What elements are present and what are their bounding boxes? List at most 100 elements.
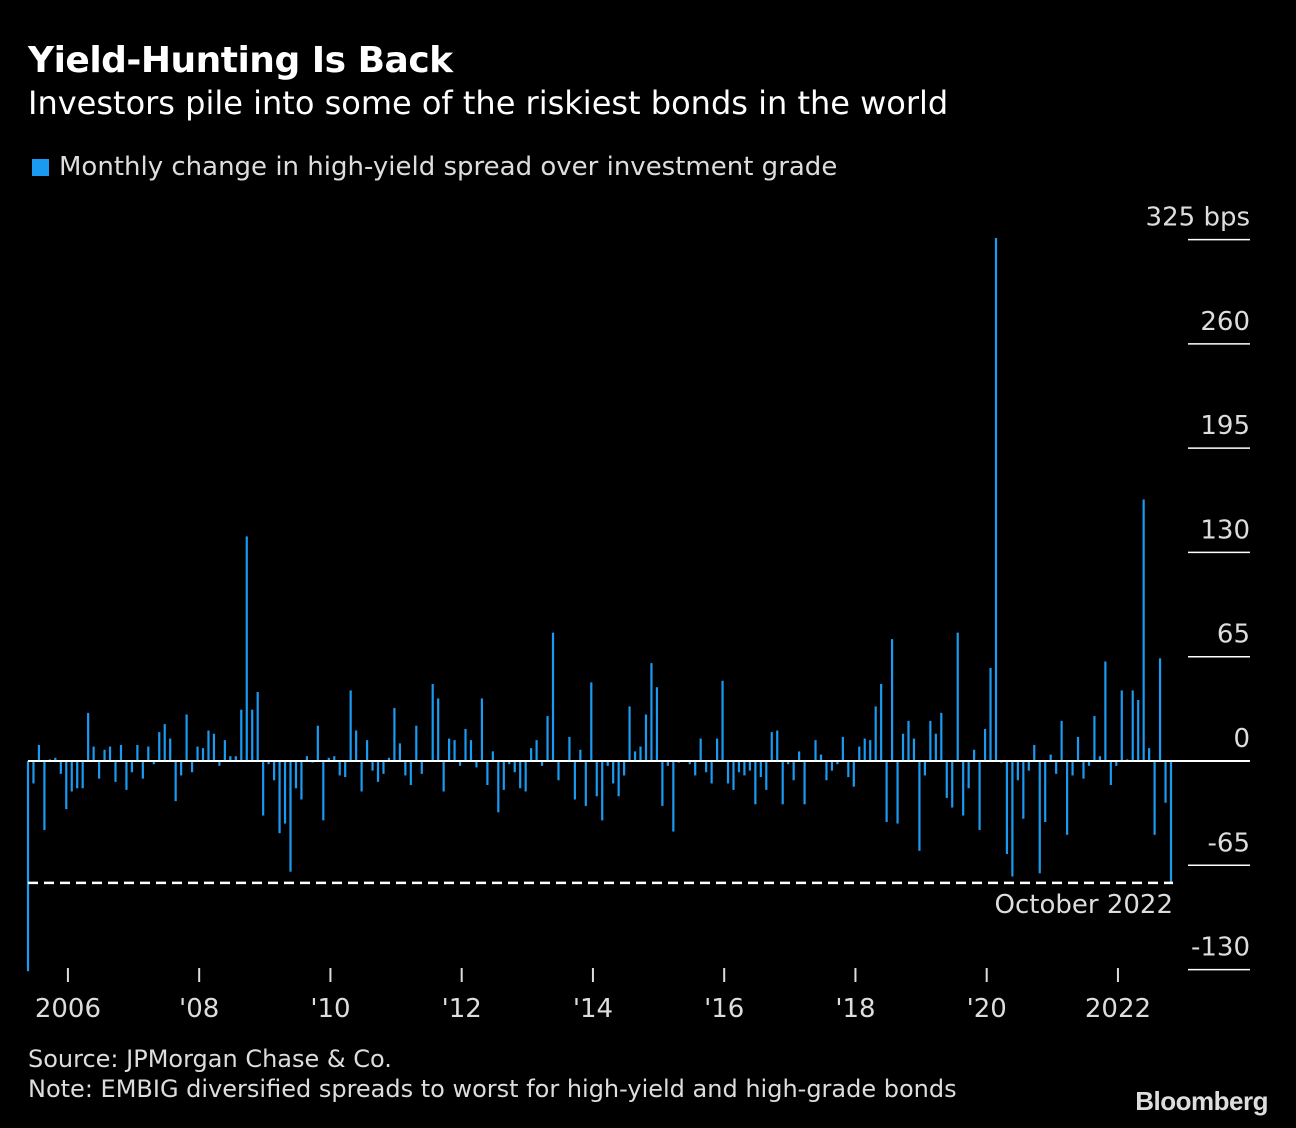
bar — [595, 761, 598, 797]
legend-swatch — [32, 158, 49, 176]
bar — [890, 639, 894, 761]
bar — [540, 761, 544, 766]
x-tick-label: '10 — [310, 994, 350, 1024]
bar — [754, 761, 757, 805]
bar — [70, 761, 73, 792]
bar — [338, 761, 341, 776]
bar — [1115, 761, 1118, 766]
bar — [212, 733, 216, 761]
bar — [956, 632, 959, 761]
bar — [480, 698, 484, 761]
bar — [644, 714, 648, 761]
bar — [283, 761, 287, 824]
bar — [803, 761, 806, 805]
bar — [841, 736, 844, 761]
bar — [721, 680, 724, 761]
bar — [223, 740, 226, 761]
bar — [983, 728, 987, 761]
bar — [973, 749, 976, 761]
bar — [508, 761, 511, 765]
bar — [114, 761, 117, 782]
bar — [234, 756, 237, 761]
bar — [502, 761, 505, 790]
bar — [869, 740, 872, 761]
bar — [650, 663, 653, 761]
bar — [847, 761, 850, 778]
bar — [355, 730, 358, 761]
bar — [130, 761, 134, 773]
bar — [912, 738, 916, 761]
bar — [967, 761, 970, 789]
bar — [475, 761, 478, 768]
bar — [918, 761, 921, 851]
bar — [628, 706, 631, 761]
bar — [119, 744, 123, 761]
bar — [666, 761, 669, 766]
reference-line-label: October 2022 — [995, 890, 1173, 920]
bar — [491, 751, 494, 761]
bar — [322, 761, 325, 821]
bar — [830, 761, 834, 771]
bar — [59, 761, 62, 774]
bar — [710, 761, 713, 784]
bar — [1071, 761, 1074, 776]
bar — [1016, 761, 1019, 781]
bar — [896, 761, 899, 824]
y-tick-label: 195 — [1200, 411, 1250, 441]
bar — [530, 748, 533, 761]
bar — [1005, 761, 1009, 855]
bar — [1131, 690, 1134, 761]
bar — [294, 761, 298, 789]
bar — [371, 761, 374, 771]
bars — [26, 237, 1250, 972]
bar — [1142, 499, 1145, 761]
bar — [267, 761, 270, 765]
bar — [464, 728, 467, 761]
bar — [787, 761, 790, 765]
bar — [1158, 658, 1162, 761]
bar — [108, 746, 112, 761]
bar — [715, 738, 719, 761]
bar — [382, 761, 385, 774]
bar — [1049, 754, 1052, 761]
bar — [743, 761, 746, 776]
bar — [863, 738, 866, 761]
bar — [163, 724, 166, 761]
bloomberg-logo: Bloomberg — [1135, 1086, 1268, 1116]
bar — [65, 761, 68, 810]
bar — [256, 692, 259, 761]
bar — [858, 746, 861, 761]
bar — [694, 761, 697, 776]
bar — [185, 714, 188, 761]
source-notes: Source: JPMorgan Chase & Co. Note: EMBIG… — [28, 1044, 957, 1104]
bar — [497, 761, 500, 813]
bar — [404, 761, 407, 776]
bar — [535, 740, 538, 761]
x-tick-label: '14 — [573, 994, 613, 1024]
bar — [229, 756, 232, 761]
chart-title: Yield-Hunting Is Back — [28, 40, 453, 81]
bar — [54, 757, 57, 761]
bar — [420, 761, 423, 774]
bar — [1087, 761, 1091, 766]
x-tick-label: '18 — [835, 994, 875, 1024]
bar — [125, 761, 128, 790]
bar — [1082, 761, 1085, 779]
legend-label: Monthly change in high-yield spread over… — [59, 152, 838, 182]
bar — [201, 748, 205, 761]
bar — [158, 732, 161, 761]
bar — [316, 725, 319, 761]
bar — [748, 761, 751, 771]
bar — [136, 744, 139, 761]
bar — [688, 761, 691, 765]
bar — [994, 237, 998, 761]
bar — [37, 744, 41, 761]
bar — [1055, 761, 1058, 774]
bar — [1027, 761, 1030, 771]
bar — [880, 683, 883, 761]
bar — [699, 738, 702, 761]
bar — [1022, 761, 1025, 819]
bar — [437, 698, 440, 761]
bar — [469, 740, 473, 761]
bar — [623, 761, 626, 776]
